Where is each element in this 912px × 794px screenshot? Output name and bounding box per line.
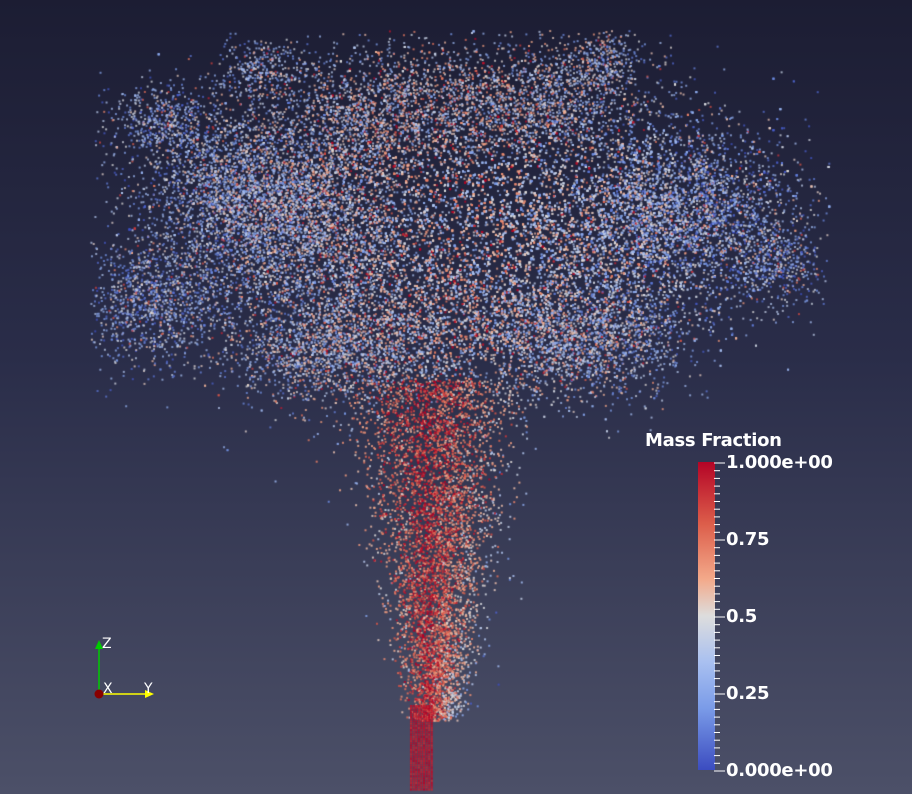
colorbar-tick-label-075: 0.75 [726, 529, 770, 550]
colorbar [698, 462, 715, 770]
colorbar-tick-label-min: 0.000e+00 [726, 760, 833, 781]
axis-label-y: Y [144, 681, 153, 697]
x-axis-dot-icon [94, 689, 104, 699]
orientation-axes-widget [94, 640, 154, 699]
z-axis-arrow-icon [95, 640, 103, 649]
axis-label-z: Z [102, 636, 112, 652]
axis-label-x: X [103, 681, 113, 697]
legend-title: Mass Fraction [645, 430, 782, 451]
colorbar-tick-label-025: 0.25 [726, 683, 770, 704]
colorbar-tick-label-max: 1.000e+00 [726, 452, 833, 473]
colorbar-tick-label-05: 0.5 [726, 606, 757, 627]
colorbar-tick-marks [714, 462, 725, 772]
y-axis-arrow-icon [145, 690, 154, 698]
